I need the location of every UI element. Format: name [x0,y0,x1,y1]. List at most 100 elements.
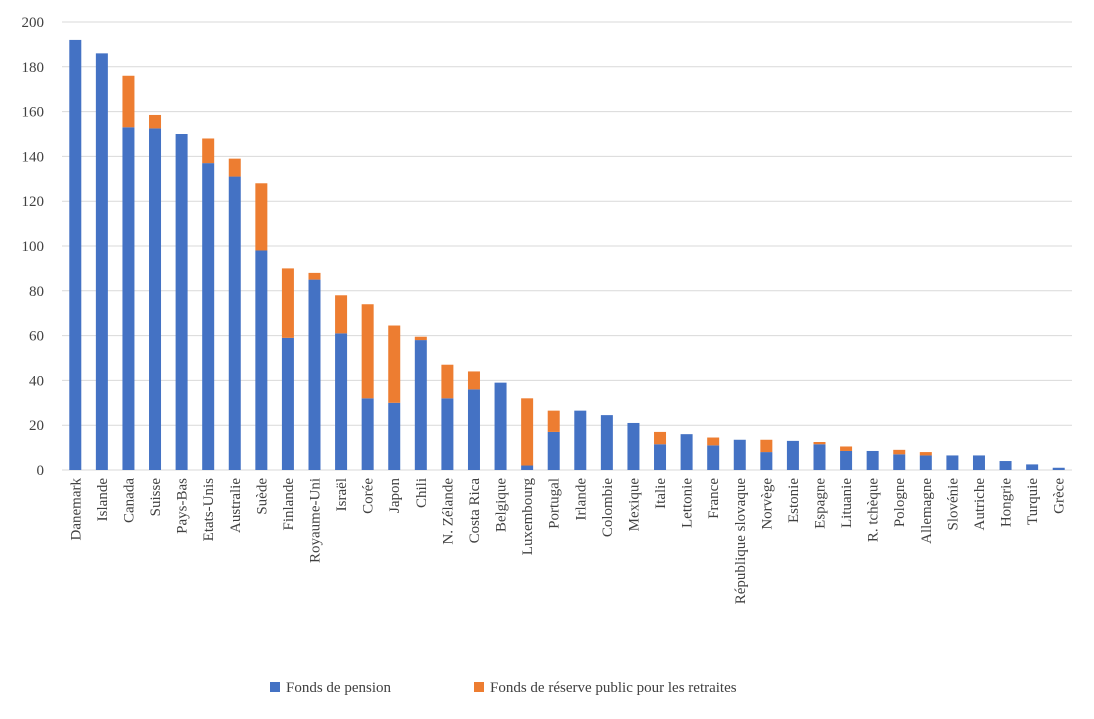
bar-segment [786,440,799,470]
x-tick-label: R. tchèque [866,478,882,542]
bar-segment [733,439,746,470]
bar-segment [467,389,480,470]
legend-swatch [270,682,280,692]
x-tick-label: Grèce [1052,478,1068,514]
x-tick-label: Allemagne [919,478,935,544]
x-tick-label: Etats-Unis [201,478,217,541]
x-tick-label: Turquie [1025,478,1041,525]
x-tick-label: Chili [414,478,430,508]
bar-segment [893,454,906,470]
x-tick-label: Canada [121,478,137,523]
bar-segment [228,158,241,177]
bar-segment [1052,467,1065,470]
bar-segment [999,461,1012,470]
bar-segment [281,268,294,338]
y-tick-label: 200 [22,15,45,31]
bar-segment [972,455,985,470]
bar-segment [441,398,454,470]
bar-segment [1026,464,1039,470]
bar-segment [335,333,348,470]
bar-segment [707,445,720,470]
y-tick-label: 40 [29,373,44,389]
legend-label: Fonds de pension [286,680,392,696]
bar-segment [813,442,826,445]
x-tick-label: Autriche [972,478,988,531]
x-tick-label: Mexique [626,478,642,532]
bar-segment [122,127,135,470]
x-tick-label: Portugal [547,478,563,529]
x-tick-label: République slovaque [733,478,749,605]
y-tick-label: 60 [29,329,44,345]
x-tick-label: Israël [334,478,350,511]
x-tick-label: France [706,478,722,519]
bar-segment [467,371,480,390]
bar-segment [946,455,959,470]
bar-segment [627,422,640,470]
y-tick-label: 160 [22,105,45,121]
y-tick-label: 0 [37,463,45,479]
bar-segment [574,410,587,470]
bar-segment [255,183,268,251]
bar-segment [281,337,294,470]
legend-swatch [474,682,484,692]
bar-segment [149,114,162,129]
legend-label: Fonds de réserve public pour les retrait… [490,680,737,696]
bar-segment [361,398,374,470]
y-tick-label: 120 [22,194,45,210]
bar-segment [95,53,108,471]
y-tick-label: 20 [29,418,44,434]
x-tick-label: Estonie [786,478,802,523]
x-tick-label: Australie [228,478,244,533]
x-tick-label: Finlande [281,478,297,531]
bar-segment [149,128,162,470]
x-tick-label: Hongrie [999,478,1015,527]
bar-segment [760,452,773,470]
x-tick-label: Royaume-Uni [308,478,324,563]
x-tick-label: Suède [254,478,270,515]
bar-segment [122,75,135,128]
x-tick-label: Lituanie [839,478,855,528]
bar-segment [361,304,374,399]
bar-segment [308,272,321,280]
bar-segment [202,138,215,164]
bar-segment [760,439,773,453]
x-tick-label: Belgique [494,478,510,532]
bar-segment [228,176,241,470]
x-tick-label: Japon [387,478,403,513]
x-tick-label: Lettonie [680,478,696,528]
x-tick-label: Irlande [573,478,589,521]
x-tick-label: Islande [95,478,111,522]
bar-segment [840,450,853,470]
x-tick-label: Costa Rica [467,478,483,544]
x-tick-label: Slovénie [945,478,961,531]
x-tick-label: Suisse [148,478,164,517]
x-tick-label: Italie [653,478,669,509]
bar-segment [202,163,215,470]
bar-segment [654,431,667,445]
x-tick-label: Norvège [759,478,775,530]
bar-segment [308,279,321,470]
bar-segment [547,410,560,432]
y-tick-label: 80 [29,284,44,300]
bar-segment [414,340,427,470]
bar-segment [919,455,932,470]
bar-segment [707,437,720,446]
y-tick-label: 100 [22,239,45,255]
bar-segment [840,446,853,451]
x-tick-label: Danemark [68,478,84,541]
y-tick-label: 180 [22,60,45,76]
x-tick-label: Pays-Bas [175,478,191,534]
bar-segment [521,398,534,466]
x-tick-label: Espagne [813,478,829,529]
bar-segment [335,295,348,334]
bar-segment [175,134,188,470]
bar-segment [441,364,454,399]
bar-segment [521,465,534,470]
y-tick-label: 140 [22,149,45,165]
x-tick-label: N. Zélande [440,478,456,545]
x-tick-label: Pologne [892,478,908,528]
bar-segment [388,325,401,403]
bar-segment [388,402,401,470]
bar-segment [547,431,560,470]
